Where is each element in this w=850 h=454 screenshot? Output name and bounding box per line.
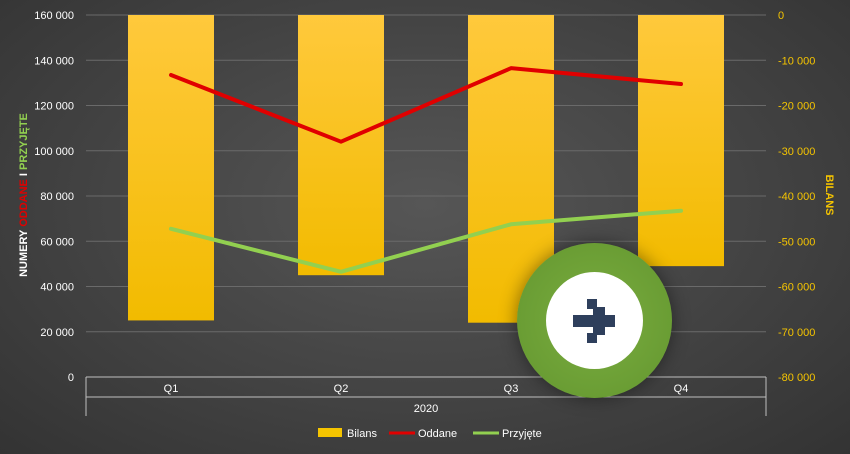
left-tick-label: 0 [68,372,74,384]
bilans-bar-q2 [298,15,384,276]
left-tick-label: 100 000 [34,146,74,158]
x-tick-label: Q2 [334,383,349,395]
legend-label: Oddane [418,428,457,440]
right-tick-label: -70 000 [778,327,815,339]
x-axis: Q1 Q2 Q3 Q4 2020 [85,376,767,416]
left-axis-ticks: 0 20 000 40 000 60 000 80 000 100 000 120 000 1… [34,10,74,384]
x-tick-label: Q1 [164,383,179,395]
right-tick-label: -50 000 [778,236,815,248]
left-axis-title: NUMERY ODDANE I PRZYJĘTE [18,113,30,277]
left-axis-title-part: NUMERY [18,227,30,277]
x-tick-label: Q4 [674,383,689,395]
x-group-label: 2020 [414,403,438,415]
legend: Bilans Oddane Przyjęte [318,428,542,440]
left-tick-label: 60 000 [40,236,74,248]
right-tick-label: -80 000 [778,372,815,384]
right-axis-title: BILANS [823,175,835,216]
bilans-bar-q4 [638,15,724,267]
right-tick-label: -60 000 [778,282,815,294]
right-tick-label: -20 000 [778,101,815,113]
right-tick-label: 0 [778,10,784,22]
left-tick-label: 80 000 [40,191,74,203]
x-tick-label: Q3 [504,383,519,395]
badge-center [546,272,643,369]
left-axis-title-part: ODDANE [18,179,30,227]
line-series [169,66,683,274]
left-tick-label: 160 000 [34,10,74,22]
line-przyjte [169,208,683,274]
legend-label: Bilans [347,428,377,440]
bilans-bars [128,15,724,323]
right-tick-label: -10 000 [778,55,815,67]
legend-swatch [318,428,342,437]
left-tick-label: 40 000 [40,282,74,294]
right-axis-ticks: -80 000 -70 000 -60 000 -50 000 -40 000 -30 0… [778,10,815,384]
bilans-bar-q1 [128,15,214,321]
left-axis-title-part: PRZYJĘTE [18,113,30,170]
legend-label: Przyjęte [502,428,542,440]
left-axis-title-part: I [18,170,30,179]
right-tick-label: -30 000 [778,146,815,158]
line-oddane [169,66,683,144]
left-tick-label: 20 000 [40,327,74,339]
left-tick-label: 140 000 [34,55,74,67]
right-tick-label: -40 000 [778,191,815,203]
arrow-right-icon [572,298,615,343]
next-arrow-badge[interactable] [517,243,672,398]
left-tick-label: 120 000 [34,101,74,113]
